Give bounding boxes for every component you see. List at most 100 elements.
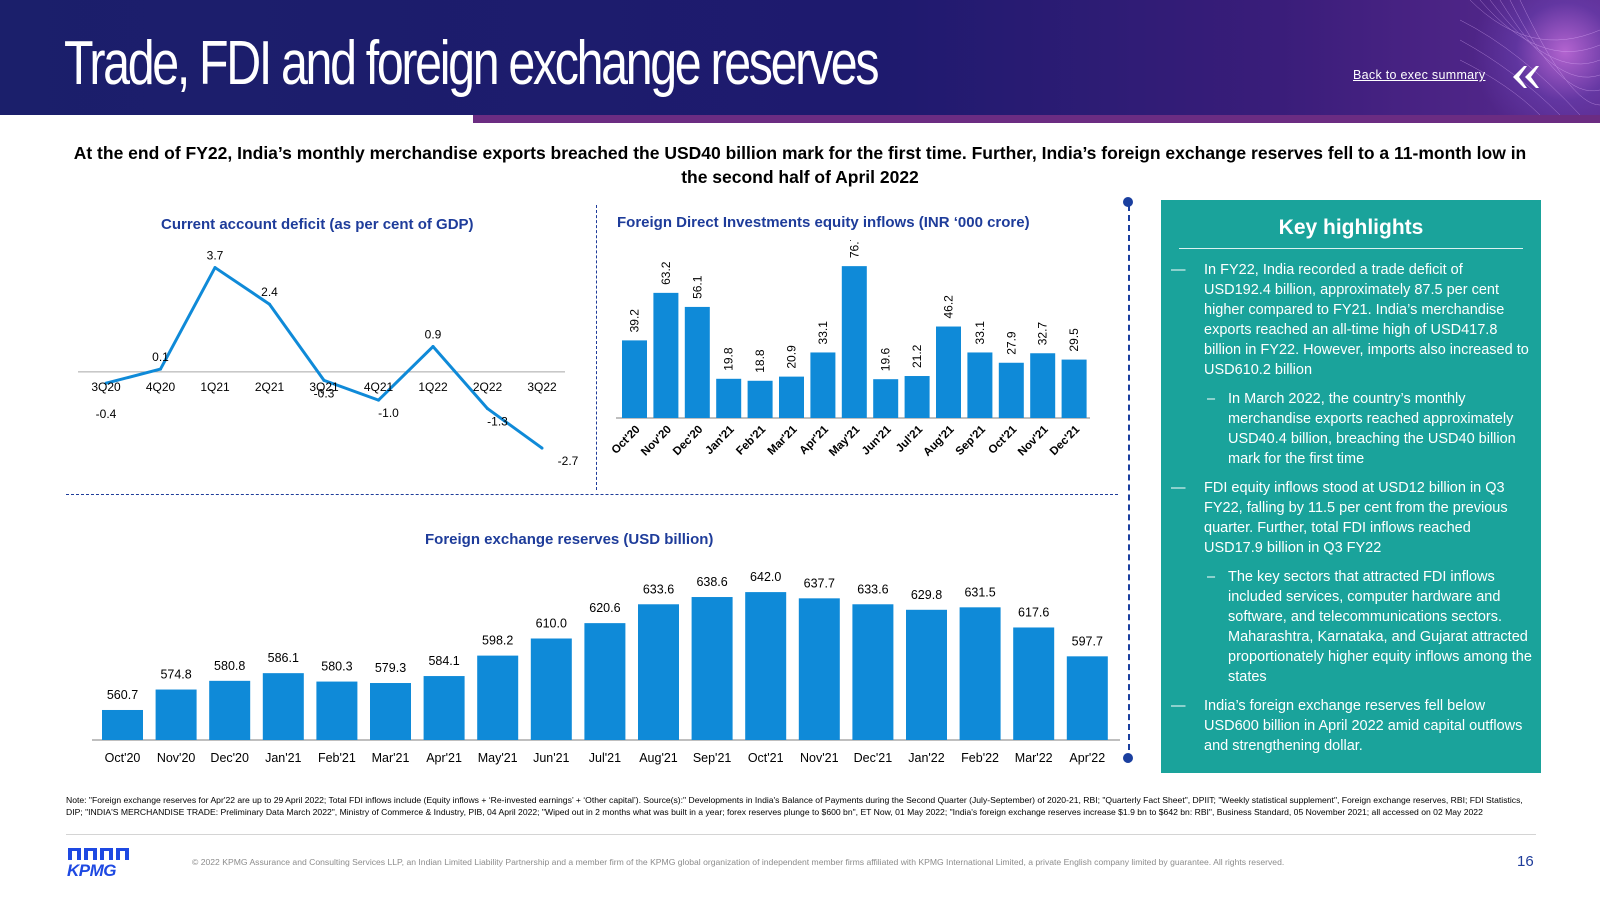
kpmg-logo: KPMG [67,848,129,877]
fx-bar [209,680,251,740]
key-highlights-rule [1179,248,1523,249]
fx-tick-label: May'21 [478,751,518,765]
fx-data-label: 631.5 [964,585,995,599]
cad-chart-title: Current account deficit (as per cent of … [161,216,474,233]
copyright-text: © 2022 KPMG Assurance and Consulting Ser… [192,857,1285,867]
cad-tick-label: 2Q22 [473,380,503,394]
fx-bar [906,609,947,740]
fdi-bar [998,362,1024,418]
fdi-bar-chart: 39.2 Oct'20 63.2 Nov'20 56.1 Dec'20 19.8 Jan'21… [612,240,1090,459]
cad-point [104,381,108,385]
fx-tick-label: Oct'20 [105,751,141,765]
highlight-text: In March 2022, the country’s monthly mer… [1228,391,1516,467]
fx-data-label: 642.0 [750,570,781,584]
fx-data-label: 586.1 [268,651,299,665]
cad-tick-label: 3Q22 [527,380,557,394]
fdi-tick-label: Apr'21 [798,423,832,457]
cad-point [431,345,435,349]
fx-chart-title: Foreign exchange reserves (USD billion) [425,531,714,548]
fdi-chart-title: Foreign Direct Investments equity inflow… [617,214,1030,231]
chart-divider-horizontal [66,494,1118,495]
fx-data-label: 580.8 [214,659,245,673]
logo-text: KPMG [67,861,116,877]
fx-bar [316,681,358,740]
fx-bar [584,623,626,740]
page-title: Trade, FDI and foreign exchange reserves [64,29,880,98]
fx-bar [798,598,840,740]
fx-tick-label: Jan'22 [908,751,944,765]
highlight-subitem: – The key sectors that attracted FDI infl… [1171,567,1533,687]
cad-tick-label: 1Q22 [418,380,448,394]
fdi-bar [873,379,899,418]
fx-data-label: 637.7 [804,576,835,590]
fdi-data-label: 32.7 [1036,322,1050,346]
fx-data-label: 633.6 [857,582,888,596]
fx-tick-label: Jan'21 [265,751,301,765]
fx-bar-chart: 560.7 Oct'20 574.8 Nov'20 580.8 Dec'20 586.1 Ja… [92,570,1120,765]
fdi-tick-label: Oct'21 [986,423,1019,456]
double-chevron-left-icon[interactable] [1510,64,1540,90]
fdi-data-label: 19.6 [879,348,893,372]
cad-data-label: -0.3 [314,386,335,400]
cad-point [268,302,271,306]
cad-series-line [105,266,543,450]
fx-data-label: 620.6 [589,601,620,615]
fx-tick-label: Oct'21 [748,751,784,765]
fdi-bar [779,376,804,418]
fx-bar [530,638,572,740]
fdi-tick-label: Feb'21 [734,423,768,457]
fdi-data-label: 56.1 [690,275,704,299]
cad-data-label: -1.3 [487,415,508,429]
fdi-tick-label: Nov'21 [1016,423,1051,458]
fx-tick-label: Dec'21 [854,751,893,765]
cad-point [377,398,380,402]
dash-bullet: — [1171,262,1186,278]
key-highlights-list: — In FY22, India recorded a trade deficit… [1171,260,1533,765]
cad-point [159,367,162,371]
fx-tick-label: Dec'20 [210,751,249,765]
dash-bullet: — [1171,698,1186,714]
cad-tick-label: 1Q21 [200,380,230,394]
fx-bar [959,607,1001,740]
fx-bar [370,683,411,740]
source-note: Note: "Foreign exchange reserves for Apr… [66,795,1523,817]
fx-tick-label: Nov'21 [800,751,839,765]
cad-data-label: -2.7 [558,454,579,465]
fx-data-label: 574.8 [160,668,191,682]
cad-data-label: 0.1 [152,350,169,364]
fdi-tick-label: Dec'20 [671,424,705,458]
fdi-data-label: 63.2 [659,261,673,285]
fdi-tick-label: Aug'21 [921,423,957,459]
highlight-item: — FDI equity inflows stood at USD12 billi… [1171,478,1533,558]
header-mesh-graphic [1460,0,1600,115]
cad-point [540,446,544,450]
highlight-item: — India’s foreign exchange reserves fell … [1171,696,1533,756]
cad-tick-label: 2Q21 [255,380,285,394]
fdi-bar [936,326,961,418]
dash-bullet: — [1171,480,1186,496]
key-highlights-panel: Key highlights — In FY22, India recorded … [1161,200,1541,773]
cad-data-label: 3.7 [207,249,224,263]
dash-bullet: – [1207,569,1216,585]
fdi-data-label: 39.2 [628,309,642,333]
cad-data-label: 2.4 [261,285,278,299]
fx-bar [1066,656,1108,740]
cad-tick-label: 3Q21 [309,380,339,394]
highlight-subitem: – In March 2022, the country’s monthly me… [1171,389,1533,469]
fdi-data-label: 21.2 [910,344,924,368]
fx-tick-label: Jul'21 [589,751,621,765]
highlight-text: In FY22, India recorded a trade deficit … [1204,262,1529,378]
back-to-exec-summary-link[interactable]: Back to exec summary [1353,68,1486,82]
fdi-data-label: 33.1 [973,321,987,345]
highlight-text: India’s foreign exchange reserves fell b… [1204,698,1523,754]
fx-tick-label: Mar'21 [372,751,410,765]
cad-tick-label: 3Q20 [91,380,121,394]
fdi-tick-label: Mar'21 [766,423,800,457]
header-accent-bar [473,115,1600,123]
header-banner: Trade, FDI and foreign exchange reserves… [0,0,1600,115]
fx-data-label: 598.2 [482,634,513,648]
cad-data-label: -0.4 [96,407,117,421]
highlight-item: — In FY22, India recorded a trade deficit… [1171,260,1533,380]
fx-tick-label: Feb'22 [961,751,999,765]
